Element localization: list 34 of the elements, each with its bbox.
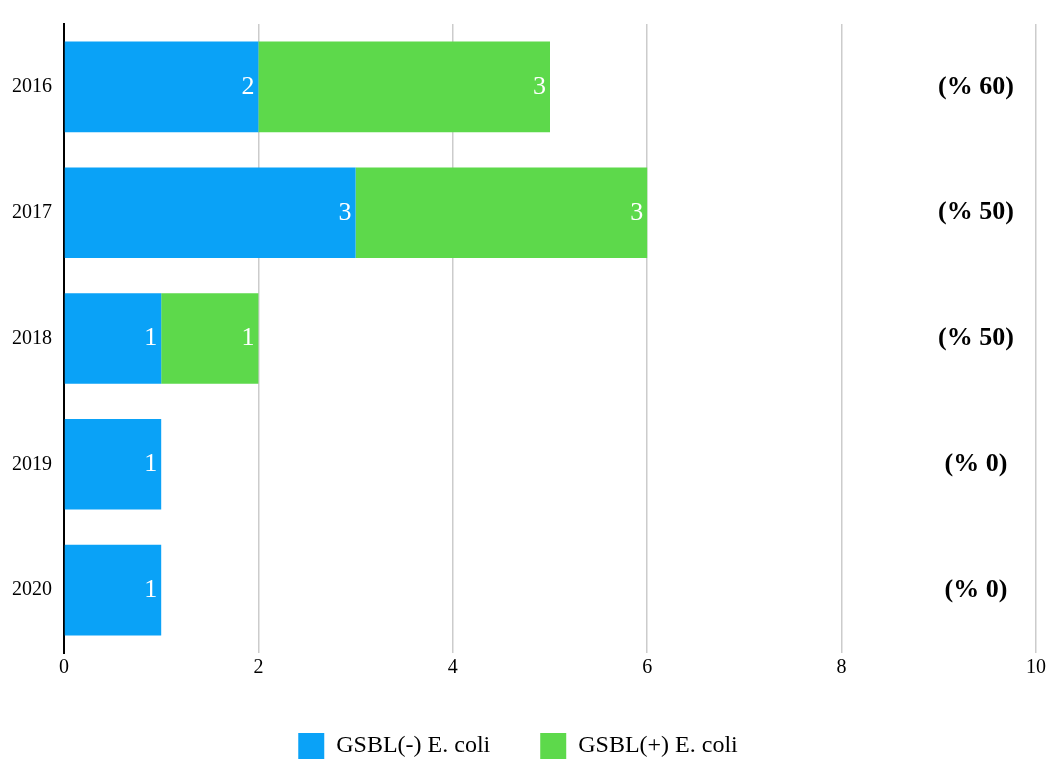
y-tick-label: 2020: [12, 577, 52, 600]
data-label: 3: [630, 196, 644, 226]
data-label: 1: [144, 322, 158, 352]
x-tick-label: 6: [642, 655, 653, 678]
bar: [258, 41, 550, 133]
bar: [64, 544, 162, 636]
annotation: (% 0): [944, 573, 1008, 603]
bar: [64, 419, 162, 510]
y-tick-label: 2016: [12, 74, 52, 97]
x-tick-label: 10: [1026, 655, 1046, 678]
x-tick-label: 2: [253, 655, 264, 678]
data-label: 1: [144, 573, 158, 603]
bar: [64, 293, 162, 384]
bar: [64, 167, 356, 258]
annotation: (% 50): [938, 322, 1014, 352]
bar: [161, 293, 259, 384]
data-label: 1: [144, 448, 158, 478]
data-label: 3: [533, 70, 546, 100]
data-label: 2: [241, 70, 255, 100]
x-tick-label: 8: [836, 655, 847, 678]
y-tick-label: 2019: [12, 451, 52, 474]
data-label: 3: [338, 196, 352, 226]
x-tick-label: 4: [447, 655, 458, 678]
bar: [64, 41, 259, 133]
annotation: (% 0): [944, 448, 1008, 478]
annotation: (% 50): [938, 196, 1014, 226]
data-label: 1: [241, 322, 255, 352]
bar: [355, 167, 648, 258]
y-tick-label: 2017: [12, 199, 52, 222]
legend-label: GSBL(+) E. coli: [578, 731, 739, 758]
y-tick-label: 2018: [12, 325, 52, 348]
legend-label: GSBL(-) E. coli: [336, 731, 491, 758]
x-tick-label: 0: [59, 655, 69, 678]
annotation: (% 60): [938, 70, 1014, 100]
